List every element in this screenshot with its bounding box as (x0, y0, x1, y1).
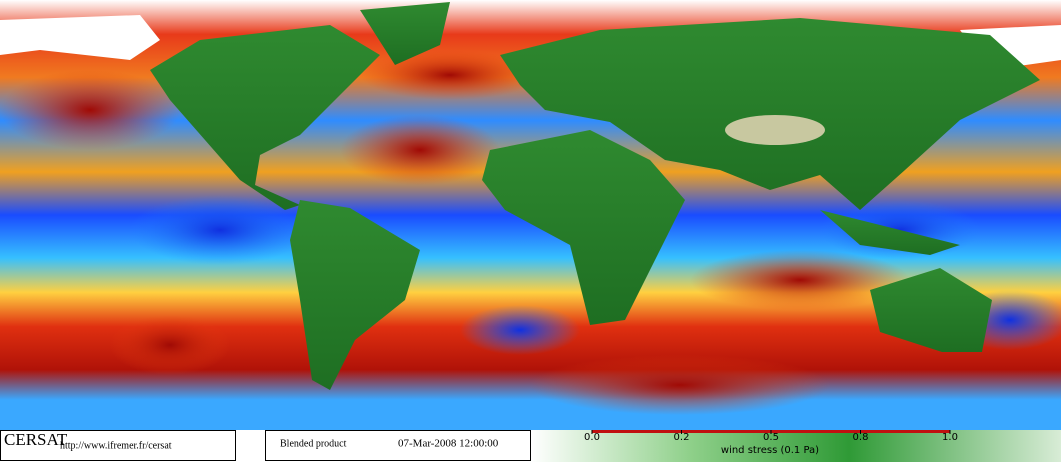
product-box (265, 430, 531, 461)
logo-box (0, 430, 236, 461)
colorbar-tick-label: 0.2 (674, 432, 690, 443)
legend-bar: CERSAT http://www.ifremer.fr/cersat Blen… (0, 430, 1061, 462)
colorbar (531, 430, 1061, 462)
product: Blended product (280, 438, 347, 449)
colorbar-tick-label: 0.0 (584, 432, 600, 443)
colorbar-tick-label: 0.5 (763, 432, 779, 443)
colorbar-label: wind stress (0.1 Pa) (721, 445, 819, 456)
logo: CERSAT (4, 430, 68, 449)
url: http://www.ifremer.fr/cersat (60, 440, 172, 451)
land (0, 2, 1061, 390)
date: 07-Mar-2008 12:00:00 (398, 438, 499, 450)
colorbar-tick-label: 0.8 (853, 432, 869, 443)
colorbar-tick-label: 1.0 (942, 432, 958, 443)
